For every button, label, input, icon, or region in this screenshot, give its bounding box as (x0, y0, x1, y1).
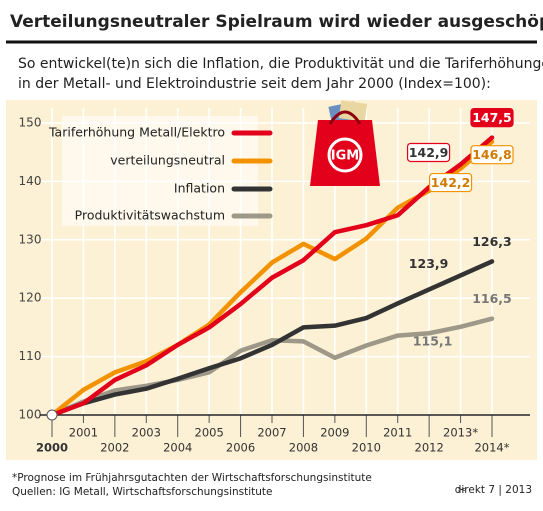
series-line (49, 135, 495, 418)
x-tick-label: 2012 (415, 441, 444, 455)
x-tick-label: 2005 (195, 426, 224, 440)
value-label: 146,8 (472, 147, 512, 162)
x-tick-label: 2001 (69, 426, 98, 440)
x-tick-label: 2000 (36, 441, 68, 455)
y-tick-label: 140 (19, 174, 42, 188)
y-tick-label: 120 (19, 291, 42, 305)
value-label: 123,9 (409, 256, 449, 271)
subtitle: So entwickel(te)n sich die Inflation, di… (18, 56, 543, 72)
chart-title: Verteilungsneutraler Spielraum wird wied… (10, 12, 543, 32)
scissors-icon: ✂ (458, 485, 466, 496)
value-label: 115,1 (413, 333, 453, 348)
svg-text:IGM: IGM (331, 149, 359, 164)
value-label: 147,5 (472, 110, 512, 125)
y-tick-label: 110 (19, 349, 42, 363)
x-tick-label: 2007 (257, 426, 286, 440)
value-label-box (470, 145, 514, 165)
source: Quellen: IG Metall, Wirtschaftsforschung… (12, 486, 273, 498)
value-label-box (470, 107, 514, 128)
x-tick-label: 2010 (352, 441, 381, 455)
y-tick-label: 150 (19, 116, 42, 130)
x-tick-label: 2011 (383, 426, 412, 440)
subtitle: in der Metall- und Elektroindustrie seit… (18, 76, 491, 92)
x-tick-label: 2004 (163, 441, 192, 455)
legend-label: Tariferhöhung Metall/Elektro (48, 125, 225, 140)
value-label-box (406, 142, 451, 163)
value-label-box (428, 172, 473, 193)
legend-label: Inflation (174, 181, 225, 196)
legend-label: Produktivitätswachstum (75, 208, 225, 223)
y-tick-label: 130 (19, 232, 42, 246)
x-tick-label: 2013* (443, 426, 478, 440)
legend-box (62, 116, 258, 226)
x-tick-label: 2003 (132, 426, 161, 440)
x-tick-label: 2006 (226, 441, 255, 455)
value-label: 116,5 (472, 291, 512, 306)
value-label: 126,3 (472, 234, 512, 249)
series-line (49, 259, 495, 418)
legend-label: verteilungsneutral (110, 153, 225, 168)
footnote: *Prognose im Frühjahrsgutachten der Wirt… (12, 472, 372, 484)
x-tick-label: 2014* (474, 441, 509, 455)
x-tick-label: 2002 (100, 441, 129, 455)
value-label: 142,2 (431, 175, 471, 190)
origin-point (46, 409, 58, 421)
series-line (49, 316, 495, 418)
x-tick-label: 2008 (289, 441, 318, 455)
publication: direkt 7 | 2013 (455, 484, 532, 496)
value-label: 142,9 (409, 145, 449, 160)
y-tick-label: 100 (19, 408, 42, 422)
shopping-bag-icon: IGM (310, 100, 380, 186)
x-tick-label: 2009 (320, 426, 349, 440)
